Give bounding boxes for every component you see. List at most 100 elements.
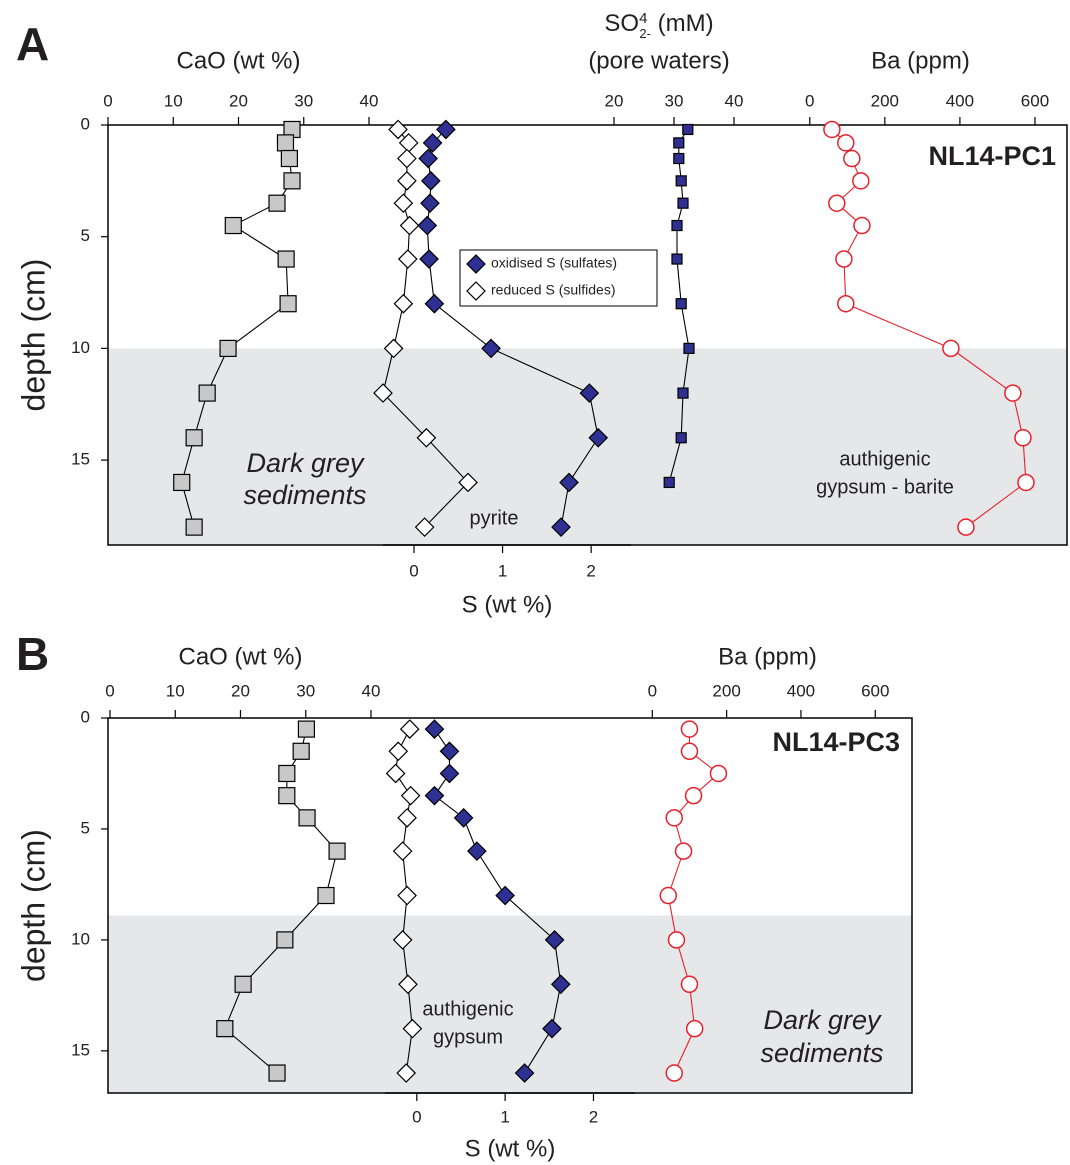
marker <box>276 931 294 949</box>
marker <box>675 175 687 187</box>
marker <box>398 974 418 995</box>
marker <box>673 152 685 165</box>
marker <box>671 253 683 265</box>
marker <box>280 149 298 168</box>
x-tick-label: 1 <box>498 561 507 580</box>
marker <box>278 764 296 783</box>
marker <box>424 719 445 739</box>
y-axis-title: depth (cm) <box>15 259 51 412</box>
legend-entry: reduced S (sulfides) <box>466 281 616 301</box>
x-tick-label: 400 <box>787 681 815 700</box>
marker <box>173 473 191 492</box>
marker <box>397 148 417 169</box>
marker <box>385 763 406 784</box>
marker <box>663 476 675 489</box>
x-axis-title-part: 2- <box>639 26 651 41</box>
marker <box>835 250 853 268</box>
marker <box>402 1018 423 1039</box>
legend-box <box>459 249 658 307</box>
marker <box>185 518 203 536</box>
marker <box>397 885 417 906</box>
marker <box>298 809 316 827</box>
marker <box>420 193 440 214</box>
x-axis-title: S (wt %) <box>462 591 553 618</box>
panel-title: NL14-PC3 <box>772 727 900 757</box>
marker <box>397 808 417 828</box>
marker <box>439 763 460 784</box>
marker <box>709 764 728 783</box>
x-tick-label: 40 <box>360 91 379 110</box>
marker <box>297 720 316 738</box>
x-tick-label: 2 <box>589 1107 598 1126</box>
marker <box>684 786 703 805</box>
x-tick-label: 10 <box>164 91 183 110</box>
marker <box>397 171 417 191</box>
y-axis-title: depth (cm) <box>15 829 51 982</box>
marker <box>673 137 685 149</box>
marker <box>216 1020 234 1038</box>
x-tick-label: 600 <box>1021 91 1049 110</box>
shade <box>108 348 1067 545</box>
y-tick-label: 10 <box>71 929 90 948</box>
marker <box>399 719 420 739</box>
marker <box>683 342 695 355</box>
x-tick-label: 40 <box>362 681 381 700</box>
marker <box>328 842 346 860</box>
marker <box>399 215 420 236</box>
marker <box>467 841 487 861</box>
marker <box>277 250 295 268</box>
marker <box>436 119 456 140</box>
marker <box>1004 384 1022 402</box>
marker <box>588 427 609 448</box>
y-tick-label: 5 <box>81 226 90 245</box>
marker <box>198 384 216 402</box>
x-axis-title: CaO (wt %) <box>178 643 302 670</box>
x-tick-label: 0 <box>648 681 657 700</box>
marker <box>514 1063 535 1083</box>
marker <box>659 886 678 905</box>
marker <box>419 249 439 269</box>
marker <box>942 339 960 358</box>
x-axis-title-part: 4 <box>639 10 647 27</box>
marker <box>837 294 855 313</box>
marker <box>1014 429 1032 447</box>
marker <box>388 741 409 762</box>
marker <box>453 808 474 828</box>
marker <box>682 123 694 136</box>
marker <box>279 295 297 313</box>
x-axis-title-part: (mM) <box>651 10 714 37</box>
marker <box>420 171 441 191</box>
annotation: sediments <box>243 480 366 510</box>
x-axis-title: Ba (ppm) <box>718 643 817 670</box>
marker <box>675 298 687 310</box>
marker <box>292 742 310 760</box>
x-axis-title: Ba (ppm) <box>871 47 970 74</box>
marker <box>837 134 855 152</box>
x-tick-label: 20 <box>231 681 250 700</box>
marker <box>317 886 335 905</box>
y-tick-label: 5 <box>81 818 90 837</box>
panel-title: NL14-PC1 <box>928 141 1056 171</box>
marker <box>417 215 438 236</box>
marker <box>268 1064 286 1082</box>
marker <box>414 517 435 537</box>
y-tick-label: 0 <box>81 707 90 726</box>
marker <box>278 787 296 805</box>
marker <box>185 429 203 447</box>
marker <box>422 133 443 153</box>
marker <box>268 194 286 212</box>
shade <box>108 915 912 1093</box>
marker <box>680 720 699 738</box>
marker <box>418 148 439 169</box>
y-tick-label: 15 <box>71 450 90 469</box>
marker <box>551 517 571 537</box>
marker <box>544 930 565 950</box>
marker <box>667 931 686 949</box>
x-tick-label: 200 <box>871 91 899 110</box>
x-tick-label: 2 <box>586 561 595 580</box>
annotation: pyrite <box>470 507 519 529</box>
y-tick-label: 10 <box>71 338 90 357</box>
marker <box>823 120 841 139</box>
marker <box>424 293 445 314</box>
